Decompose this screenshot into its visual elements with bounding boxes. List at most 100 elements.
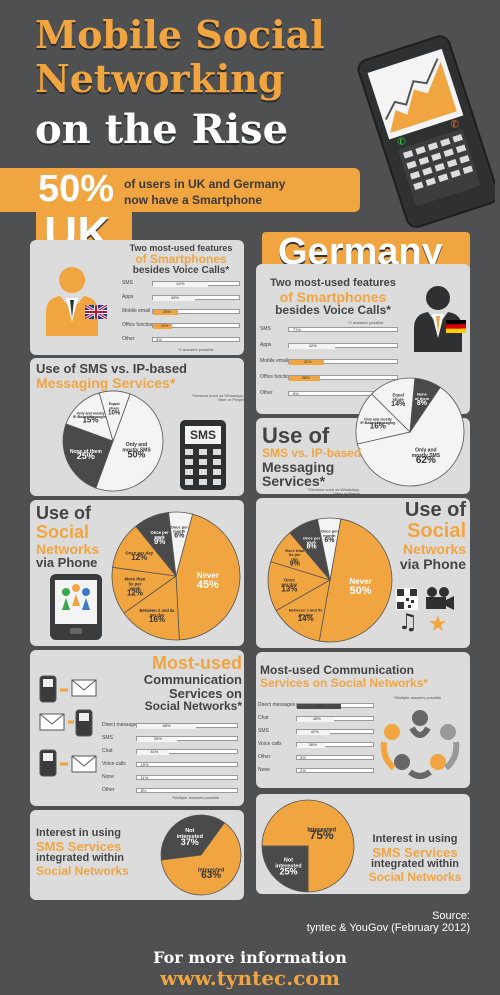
bar-track <box>288 375 398 381</box>
uk-sms-title: Use of SMS vs. IP-based Messaging Servic… <box>36 362 246 390</box>
bar-label: Apps <box>122 294 134 300</box>
pie-slice-label: Never <box>349 577 371 586</box>
pie-value-label: 9% <box>290 560 301 567</box>
businessman-icon <box>46 267 98 336</box>
bar-label: Other <box>122 336 135 342</box>
headline-band <box>0 168 360 212</box>
uk-sms-footnote-2: Viber or Pinger <box>217 397 244 403</box>
pie-slice-label: per day <box>150 613 166 618</box>
bar <box>289 344 336 349</box>
pie-value-label: 16% <box>149 615 165 624</box>
pie-value-label: 8% <box>306 544 317 551</box>
pie-slice-label: Once <box>284 577 296 582</box>
bar-label: Direct messages <box>102 722 140 728</box>
pie-value-label: 14% <box>391 401 406 408</box>
bar <box>297 717 335 722</box>
de-interest-title: Interest in using SMS Services integrate… <box>362 833 468 883</box>
bar-track <box>152 281 240 287</box>
pie-slice-label: day <box>291 556 299 561</box>
bar-value-label: 31% <box>150 749 159 754</box>
de-features-title-2: of Smartphones <box>279 288 387 305</box>
bar-value-label: 22% <box>160 323 169 328</box>
pie-slice-label: Equal <box>109 401 120 406</box>
footer-website-link[interactable]: www.tyntec.com <box>160 966 340 990</box>
pie-value-label: 45% <box>197 579 219 591</box>
pie-slice-label: mostly SMS <box>412 453 441 459</box>
pie-value-label: 14% <box>298 614 314 623</box>
bar-track <box>152 337 240 342</box>
video-camera-icon <box>426 587 454 610</box>
source-text: tyntec & YouGov (February 2012) <box>306 922 470 934</box>
pie-value-label: 12% <box>127 588 143 597</box>
bar-value-label: 39% <box>153 736 162 741</box>
de-comm-title-2: Services on Social Networks* <box>260 675 429 690</box>
phone-people-icon <box>50 574 102 640</box>
de-sms-title: Use of SMS vs. IP-based Messaging Servic… <box>262 424 361 489</box>
title-block: Mobile Social Networking on the Rise <box>0 0 500 160</box>
pie-slice-label: Between 2 and 5x <box>139 608 175 613</box>
bar-track <box>136 775 238 780</box>
uk-flag-icon <box>85 305 107 319</box>
svg-text:✆: ✆ <box>396 136 407 149</box>
bar-label: Office functions <box>122 322 157 328</box>
bar-value-label: 71% <box>292 327 301 332</box>
uk-comm-title-4: Social Networks* <box>144 699 242 714</box>
bar-label: Voice calls <box>102 761 126 767</box>
pie-slice-label: mostly SMS <box>122 447 151 453</box>
pie-slice <box>318 518 393 643</box>
bar-label: Other <box>258 754 271 760</box>
pie-value-label: 13% <box>281 584 297 593</box>
uk-sms-footnote: *Services such as WhatsApp, Viber or Pin… <box>180 393 244 403</box>
pie-value-label: 10% <box>108 410 121 416</box>
pie-slice-label: of them <box>415 396 430 401</box>
de-interest-title-2: SMS Services <box>372 844 458 860</box>
pie-slice-label: 5x per <box>289 552 301 557</box>
bar-label: Mobile email <box>260 358 289 364</box>
de-features-footnote: *2 answers possible <box>348 320 384 325</box>
pie-slice-label: share <box>393 397 405 402</box>
pie-slice-label: Only and <box>415 448 436 454</box>
uk-features-title-2: of Smartphones <box>135 252 227 267</box>
pie-slice-label: 5x per <box>129 581 142 586</box>
bar-label: Mobile email <box>122 308 151 314</box>
bar-value-label: 3% <box>300 755 306 760</box>
pie-slice-label: Between 2 and 5x <box>289 608 323 613</box>
businessman-dark-icon <box>414 286 462 352</box>
pie-slice-label: month <box>323 533 336 538</box>
pie-slice-label: per day <box>282 582 298 587</box>
pie-slice-label: Once per day <box>125 550 153 555</box>
bar-track <box>288 359 398 365</box>
sms-phone-icon-text: SMS <box>189 428 216 442</box>
bar-track <box>296 768 374 773</box>
pie-slice-label: IP-Based Messaging <box>360 421 395 425</box>
bar <box>137 737 177 742</box>
bar <box>137 750 169 755</box>
uk-interest-title-1: Interest in using <box>36 827 121 839</box>
pie-slice-label: Once per <box>321 529 339 534</box>
pie-slice-label: Only and mostly <box>364 417 392 421</box>
bar-value-label: 6% <box>292 391 299 396</box>
pie-slice-label: Interested <box>307 827 336 833</box>
de-social-title-4: via Phone <box>399 555 466 572</box>
uk-social-title: Use of Social Networks via Phone <box>36 504 99 570</box>
uk-interest-title-2: SMS Services <box>36 838 122 854</box>
pie-slice-label: Only and mostly <box>77 411 105 415</box>
bar <box>297 704 341 709</box>
pie-slice-label: interested <box>177 834 203 840</box>
bar-value-label: 19% <box>140 762 149 767</box>
pie-value-label: 75% <box>310 828 334 842</box>
bar-value-label: 42% <box>310 729 319 734</box>
pie-slice <box>409 377 441 433</box>
de-sms-title-1: Use of <box>262 423 330 448</box>
bar-track <box>288 343 398 349</box>
uk-interest-title-4: Social Networks <box>36 863 129 878</box>
de-sms-footnote-2: Viber or Pinger <box>333 491 360 497</box>
uk-sms-title-2: Messaging Services* <box>36 374 176 391</box>
bar-label: Direct messages <box>258 702 296 708</box>
pie-slice-label: week <box>154 535 166 540</box>
pie-slice-label: Once per <box>151 530 170 535</box>
de-social-title-1: Use of <box>404 499 466 521</box>
